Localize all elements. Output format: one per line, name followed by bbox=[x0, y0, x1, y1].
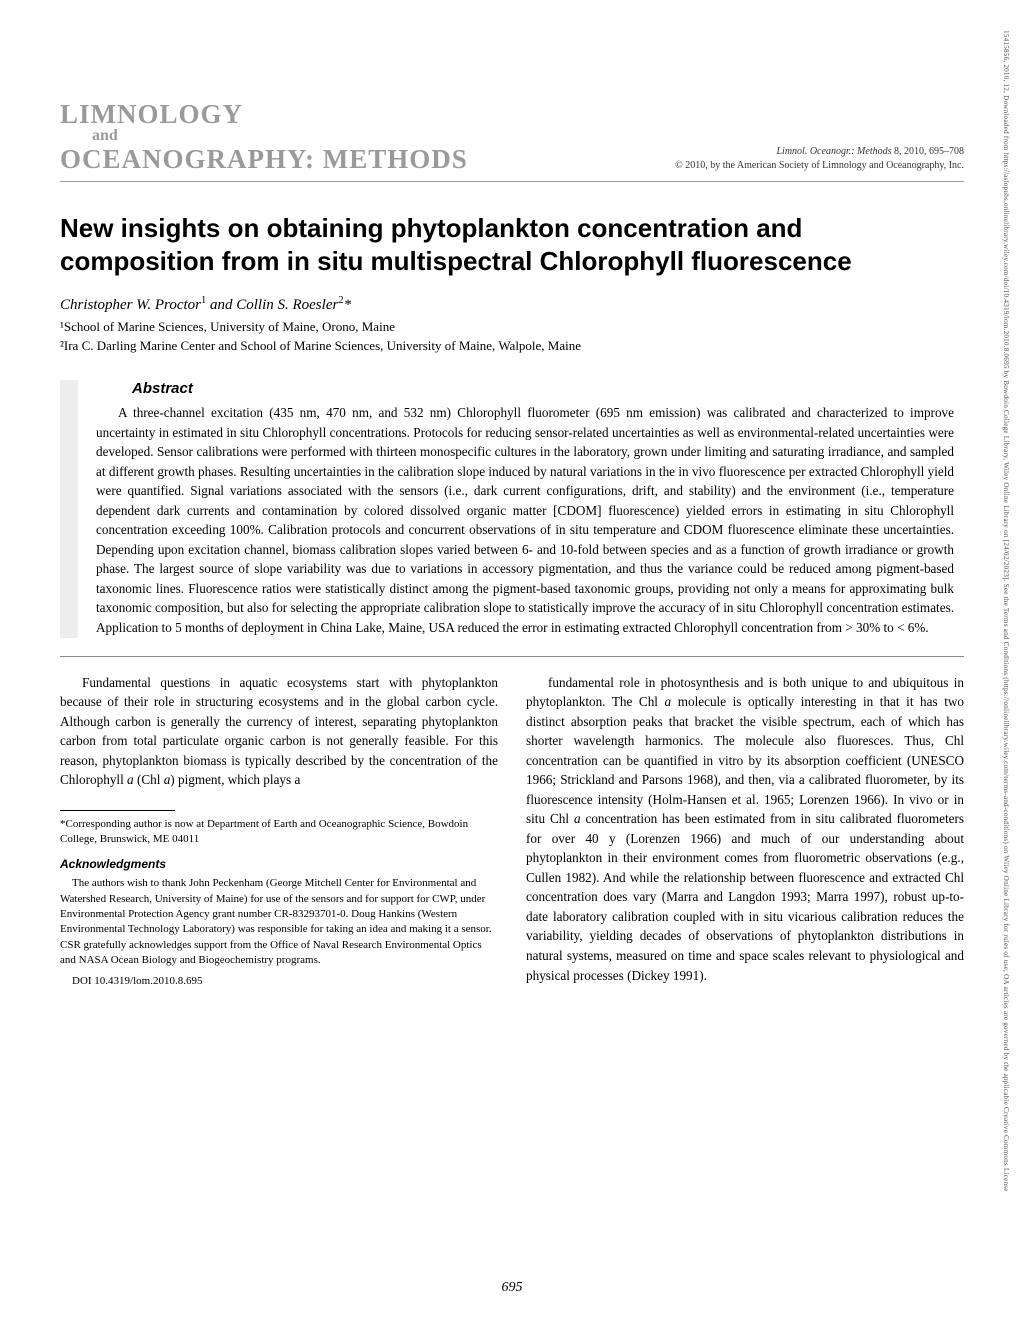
footnote-rule bbox=[60, 810, 175, 811]
journal-line2: and bbox=[60, 128, 468, 145]
intro-paragraph: Fundamental questions in aquatic ecosyst… bbox=[60, 673, 498, 790]
intro-text-b: (Chl bbox=[134, 772, 164, 787]
article-title: New insights on obtaining phytoplankton … bbox=[60, 212, 964, 277]
acknowledgments-heading: Acknowledgments bbox=[60, 856, 498, 874]
abstract-section: Abstract A three-channel excitation (435… bbox=[60, 380, 964, 637]
corresponding-author-note: *Corresponding author is now at Departme… bbox=[60, 817, 498, 848]
journal-line1: LIMNOLOGY bbox=[60, 100, 468, 128]
abstract-body: Abstract A three-channel excitation (435… bbox=[96, 380, 964, 637]
col2-text-b: molecule is optically interesting in tha… bbox=[526, 694, 964, 826]
citation-block: Limnol. Oceanogr.: Methods 8, 2010, 695–… bbox=[675, 145, 964, 173]
acknowledgments-text: The authors wish to thank John Peckenham… bbox=[60, 876, 498, 968]
intro-text-c: ) pigment, which plays a bbox=[170, 772, 300, 787]
divider-rule bbox=[60, 656, 964, 657]
affiliation-2: ²Ira C. Darling Marine Center and School… bbox=[60, 337, 964, 356]
abstract-sidebar-rule bbox=[60, 380, 78, 637]
abstract-text: A three-channel excitation (435 nm, 470 … bbox=[96, 403, 954, 637]
author-list: Christopher W. Proctor1 and Collin S. Ro… bbox=[60, 295, 964, 314]
page-number: 695 bbox=[0, 1280, 1024, 1296]
doi-line: DOI 10.4319/lom.2010.8.695 bbox=[60, 973, 498, 989]
abstract-heading: Abstract bbox=[132, 380, 954, 397]
page-content: LIMNOLOGY and OCEANOGRAPHY: METHODS Limn… bbox=[0, 0, 1024, 1029]
intro-text-a: Fundamental questions in aquatic ecosyst… bbox=[60, 675, 498, 788]
body-paragraph-right: fundamental role in photosynthesis and i… bbox=[526, 673, 964, 986]
affiliation-1: ¹School of Marine Sciences, University o… bbox=[60, 318, 964, 337]
download-watermark: 15415856, 2010, 12, Downloaded from http… bbox=[1000, 30, 1010, 1290]
journal-name-block: LIMNOLOGY and OCEANOGRAPHY: METHODS bbox=[60, 100, 468, 173]
citation-journal-abbrev: Limnol. Oceanogr.: Methods bbox=[777, 146, 892, 157]
copyright-line: © 2010, by the American Society of Limno… bbox=[675, 159, 964, 173]
citation-line: Limnol. Oceanogr.: Methods 8, 2010, 695–… bbox=[675, 145, 964, 159]
author-names: Christopher W. Proctor1 and Collin S. Ro… bbox=[60, 297, 351, 313]
masthead: LIMNOLOGY and OCEANOGRAPHY: METHODS Limn… bbox=[60, 100, 964, 182]
citation-vol-pages: 8, 2010, 695–708 bbox=[892, 146, 965, 157]
journal-line3: OCEANOGRAPHY: METHODS bbox=[60, 145, 468, 173]
column-left: Fundamental questions in aquatic ecosyst… bbox=[60, 673, 498, 989]
chl-a-italic: a bbox=[127, 772, 134, 787]
body-columns: Fundamental questions in aquatic ecosyst… bbox=[60, 673, 964, 989]
chl-a-italic-4: a bbox=[574, 811, 581, 826]
col2-text-c: concentration has been estimated from in… bbox=[526, 811, 964, 982]
column-right: fundamental role in photosynthesis and i… bbox=[526, 673, 964, 989]
